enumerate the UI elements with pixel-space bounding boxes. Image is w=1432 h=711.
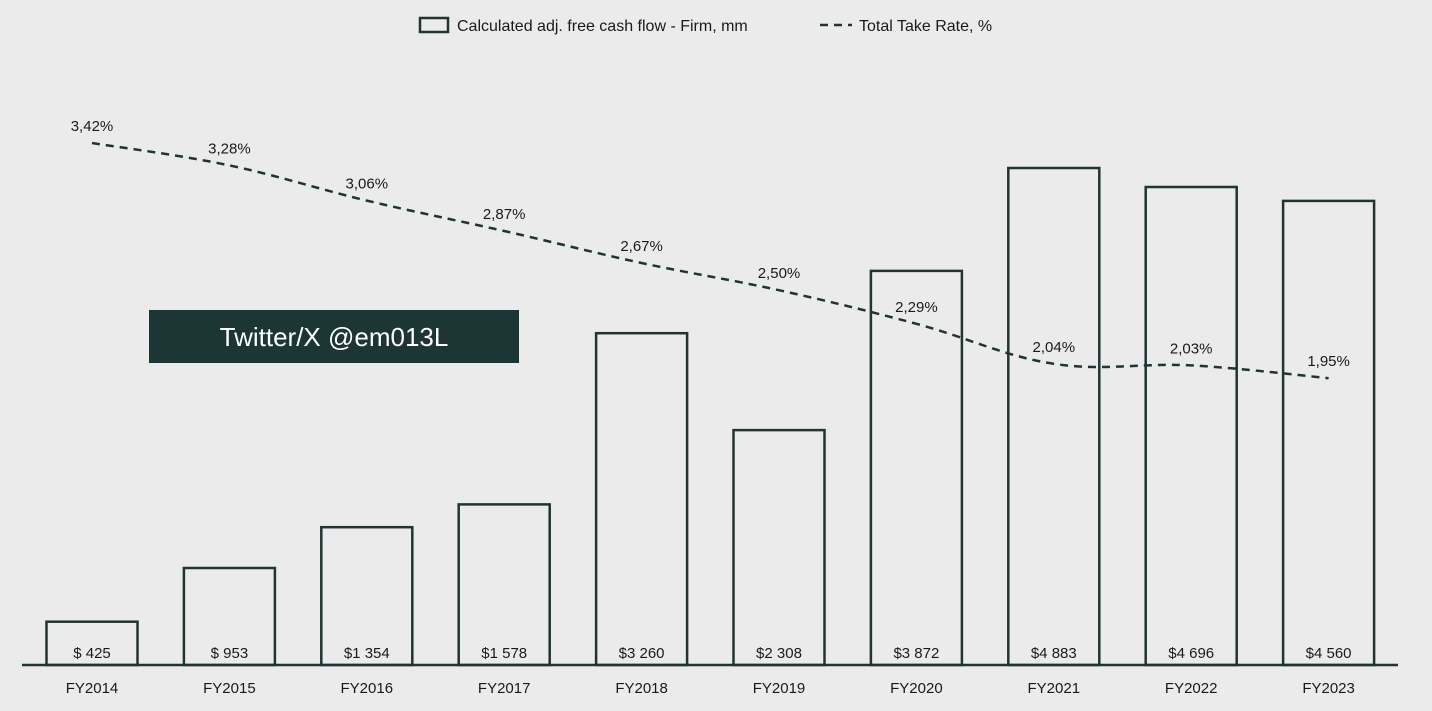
x-tick-fy2018: FY2018 <box>615 680 668 697</box>
x-tick-fy2021: FY2021 <box>1028 680 1081 697</box>
bar-label-fy2016: $1 354 <box>344 645 390 662</box>
legend: Calculated adj. free cash flow - Firm, m… <box>418 16 992 35</box>
line-label-fy2015: 3,28% <box>208 140 251 157</box>
watermark-box <box>149 310 519 363</box>
bar-fy2018 <box>594 331 689 667</box>
bar-label-fy2014: $ 425 <box>73 645 111 662</box>
line-label-fy2020: 2,29% <box>895 299 938 316</box>
line-label-fy2022: 2,03% <box>1170 340 1213 357</box>
line-label-fy2016: 3,06% <box>346 176 389 193</box>
take-rate-line <box>91 141 1329 380</box>
x-tick-fy2016: FY2016 <box>341 680 394 697</box>
line-label-fy2017: 2,87% <box>483 206 526 223</box>
bar-label-fy2022: $4 696 <box>1168 645 1214 662</box>
bar-label-fy2018: $3 260 <box>619 645 665 662</box>
line-label-fy2019: 2,50% <box>758 265 801 282</box>
bar-fy2020 <box>869 269 964 667</box>
line-label-fy2014: 3,42% <box>71 118 114 135</box>
bar-series <box>45 166 1376 667</box>
legend-label-bars: Calculated adj. free cash flow - Firm, m… <box>457 18 748 35</box>
x-tick-fy2022: FY2022 <box>1165 680 1218 697</box>
legend-bar-swatch <box>418 16 450 34</box>
x-tick-fy2014: FY2014 <box>66 680 119 697</box>
bar-label-fy2023: $4 560 <box>1306 645 1352 662</box>
bar-value-labels: $ 425 $ 953 $1 354 $1 578 $3 260 $2 308 $3 872… <box>73 645 1351 662</box>
bar-fy2023 <box>1281 199 1376 667</box>
x-axis-tick-labels: FY2014 FY2015 FY2016 FY2017 FY2018 FY2019 FY20… <box>66 680 1355 697</box>
line-value-labels: 3,42% 3,28% 3,06% 2,87% 2,67% 2,50% 2,29% 2,04%… <box>71 118 1350 370</box>
bar-label-fy2019: $2 308 <box>756 645 802 662</box>
x-tick-fy2019: FY2019 <box>753 680 806 697</box>
bar-fy2017 <box>457 503 551 667</box>
bar-label-fy2015: $ 953 <box>211 645 249 662</box>
line-label-fy2021: 2,04% <box>1033 339 1076 356</box>
watermark-text: Twitter/X @em013L <box>220 322 449 352</box>
legend-item-bars: Calculated adj. free cash flow - Firm, m… <box>418 16 748 35</box>
watermark: Twitter/X @em013L <box>149 310 519 363</box>
bar-label-fy2021: $4 883 <box>1031 645 1077 662</box>
x-tick-fy2017: FY2017 <box>478 680 531 697</box>
line-label-fy2018: 2,67% <box>620 238 663 255</box>
bar-label-fy2020: $3 872 <box>893 645 939 662</box>
line-label-fy2023: 1,95% <box>1307 353 1350 370</box>
bar-fy2019 <box>732 428 826 667</box>
x-tick-fy2023: FY2023 <box>1302 680 1355 697</box>
legend-item-line: Total Take Rate, % <box>820 18 992 35</box>
x-tick-fy2015: FY2015 <box>203 680 256 697</box>
bar-label-fy2017: $1 578 <box>481 645 527 662</box>
x-tick-fy2020: FY2020 <box>890 680 943 697</box>
bar-fy2021 <box>1007 166 1101 667</box>
legend-label-line: Total Take Rate, % <box>859 18 992 35</box>
bar-fy2022 <box>1144 185 1238 667</box>
